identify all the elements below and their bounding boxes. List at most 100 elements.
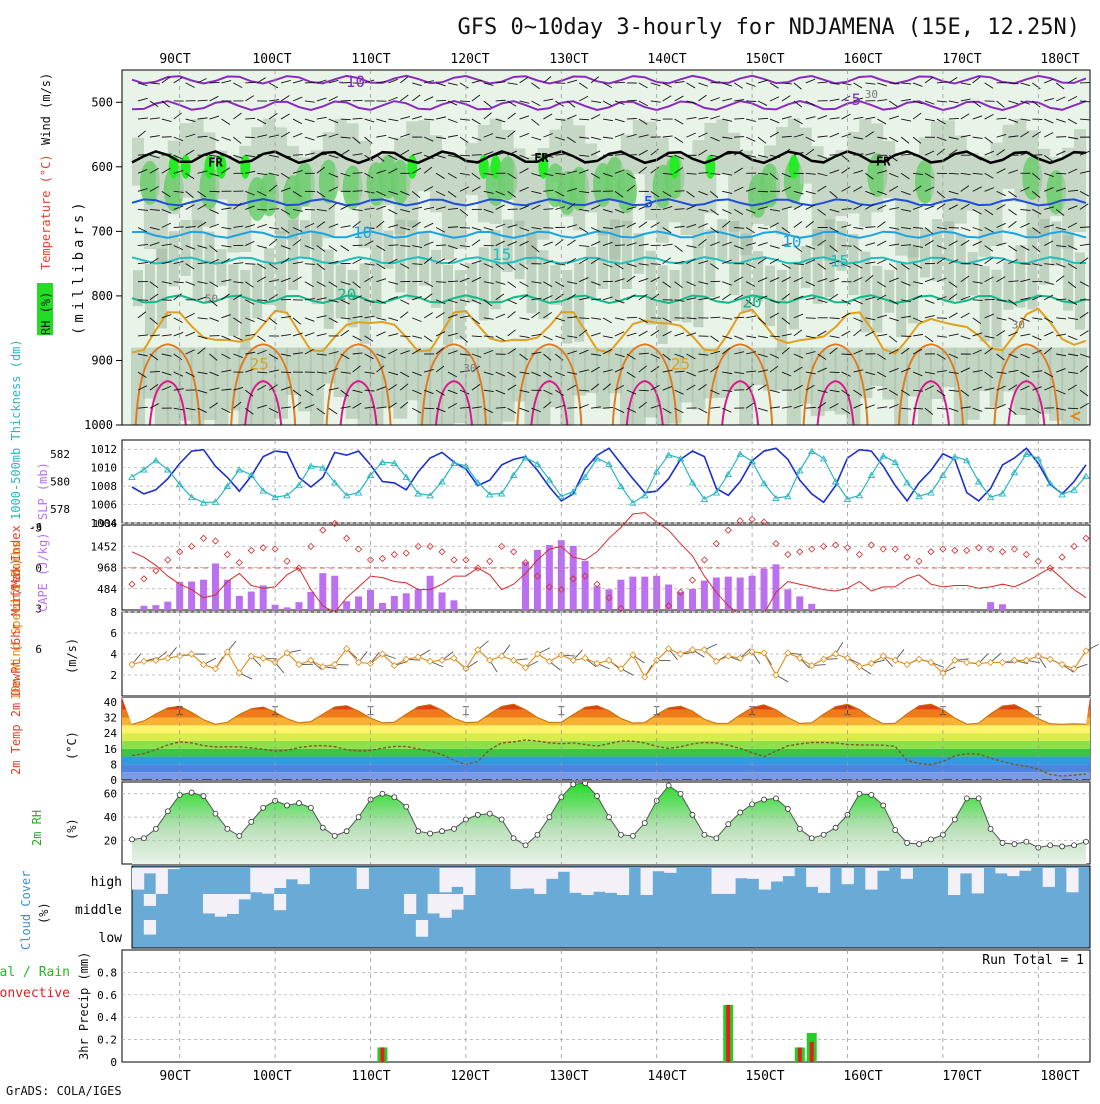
pressure-tick-label: 700 xyxy=(91,224,113,238)
cape-bar xyxy=(677,592,684,610)
bottom-tick-label: 110CT xyxy=(351,1069,390,1084)
rh-band xyxy=(1025,348,1039,425)
wind-barb xyxy=(305,209,315,210)
pressure-tick-label: 500 xyxy=(91,95,113,109)
rh-band xyxy=(823,348,837,412)
cloud-cell xyxy=(759,868,771,890)
wind-barb xyxy=(436,245,446,246)
rh-band xyxy=(562,270,572,343)
precip-panel: 00.20.40.60.8 Run Total = 1 Total / Rain… xyxy=(0,950,1090,1069)
cloud-cell xyxy=(522,868,534,889)
cloud-cell xyxy=(274,868,286,888)
wind-barb xyxy=(245,264,255,265)
top-tick-label: 110CT xyxy=(351,52,390,67)
temp-tick-label: 8 xyxy=(110,758,117,771)
rh-band xyxy=(167,348,181,453)
cloud-axis-label: Cloud Cover xyxy=(19,871,33,950)
rh-band xyxy=(978,348,992,392)
rh2m-point xyxy=(404,804,409,809)
bottom-tick-label: 90CT xyxy=(159,1069,190,1084)
cloud-level-middle: middle xyxy=(75,903,122,918)
cloud-cell xyxy=(416,920,428,937)
rh-band xyxy=(501,348,515,422)
rh-band xyxy=(228,264,238,336)
wind-barb xyxy=(675,191,685,192)
wind-tick-label: 8 xyxy=(110,606,117,619)
rh-band xyxy=(431,250,441,308)
cape-bar xyxy=(260,585,267,610)
cloud-cell xyxy=(215,894,227,917)
cape-bar xyxy=(450,600,457,610)
rh-band xyxy=(548,348,562,408)
rh-band xyxy=(848,234,858,295)
cloud-cell xyxy=(806,868,818,887)
rh2m-point xyxy=(416,829,421,834)
rh2m-point xyxy=(773,796,778,801)
temp-tick-label: 24 xyxy=(104,727,118,740)
wind-barb xyxy=(746,101,756,102)
rh2m-point xyxy=(201,794,206,799)
cloud-cell xyxy=(712,868,724,894)
li-tick-label: -6 xyxy=(30,522,42,533)
wind-barb xyxy=(138,300,148,301)
cloud-cell xyxy=(782,868,794,876)
cape-bar xyxy=(379,603,386,610)
rh2m-point xyxy=(964,796,969,801)
rh2m-point xyxy=(428,831,433,836)
bottom-tick-label: 160CT xyxy=(843,1069,882,1084)
rh-saturated-cell xyxy=(407,155,417,179)
cape-bar xyxy=(606,589,613,610)
rh2m-point xyxy=(1084,839,1089,844)
wind-tick-label: 6 xyxy=(110,627,117,640)
rh2m-point xyxy=(666,783,671,788)
top-time-axis: 90CT 100CT 110CT 120CT 130CT 140CT 150CT… xyxy=(159,52,1079,67)
wind-barb xyxy=(293,155,303,156)
cloud-cell xyxy=(534,868,546,894)
cloud-cell xyxy=(144,920,156,935)
rh2m-point xyxy=(714,836,719,841)
wind-barb xyxy=(257,209,267,210)
cloud-cell xyxy=(203,894,215,913)
cloud-cell xyxy=(641,868,653,895)
rh2m-point xyxy=(893,828,898,833)
rh2m-point xyxy=(475,812,480,817)
cape-bar xyxy=(689,589,696,610)
wind-barb xyxy=(842,354,852,355)
cloud-cell xyxy=(972,868,984,893)
cape-bar xyxy=(140,606,147,610)
isotherm-label: 20 xyxy=(337,285,356,304)
cloud-cell xyxy=(440,894,452,918)
cloud-cell xyxy=(593,868,605,892)
rh-band xyxy=(216,249,226,286)
rh-contour-label: 30 xyxy=(865,88,878,101)
cape-bar xyxy=(415,589,422,610)
rh-band xyxy=(417,348,431,432)
cape-bar xyxy=(427,576,434,610)
pressure-axis-label: (millibars) xyxy=(71,198,87,335)
rh2m-point xyxy=(440,829,445,834)
cape-bar xyxy=(164,602,171,610)
rh2m-point xyxy=(785,806,790,811)
rh-band xyxy=(895,156,907,256)
top-tick-label: 130CT xyxy=(549,52,588,67)
rh2m-point xyxy=(499,817,504,822)
thickness-tick-label: 578 xyxy=(50,503,70,516)
rh2m-point xyxy=(821,832,826,837)
rh2m-point xyxy=(1072,843,1077,848)
rh2m-point xyxy=(881,803,886,808)
wind10-unit-label: (m/s) xyxy=(65,638,79,674)
cloud-cell xyxy=(274,894,286,910)
cape-bar xyxy=(284,607,291,610)
wind-barb xyxy=(627,155,637,156)
temp2m-axis-label: 2m Temp 2m DewPt (6hr Min/Max) xyxy=(9,558,23,775)
cloud-cell xyxy=(877,868,889,871)
cape-bar xyxy=(307,592,314,610)
rh-band xyxy=(526,233,536,314)
rh2m-point xyxy=(928,837,933,842)
rh-band xyxy=(430,135,442,212)
cloud-cell xyxy=(167,868,179,869)
cape-bar xyxy=(546,545,553,610)
precip-conv-label: Convective xyxy=(0,986,70,1001)
